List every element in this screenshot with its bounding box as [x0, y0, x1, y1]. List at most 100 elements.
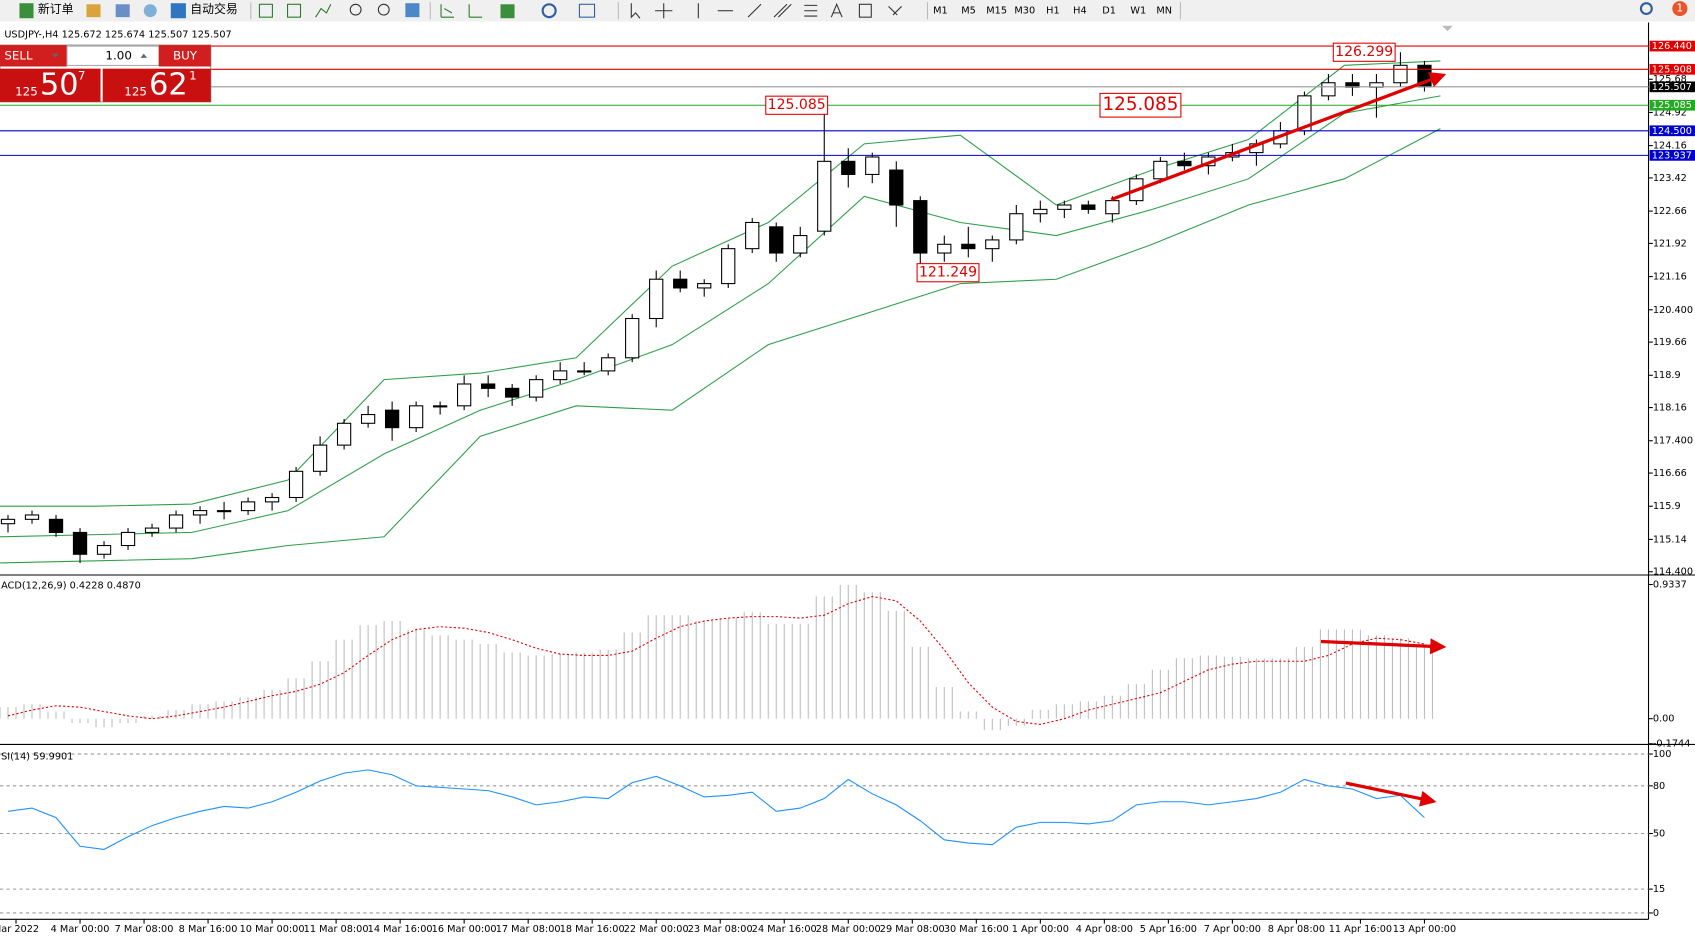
- candle-body: [288, 470, 304, 499]
- lot-up[interactable]: [140, 53, 148, 58]
- candle-body: [769, 226, 784, 254]
- candle-body: [745, 221, 760, 250]
- y-tick-label: 0: [1653, 908, 1659, 919]
- candle-body: [1153, 160, 1168, 180]
- candle-body: [1177, 160, 1192, 167]
- timeframe-button[interactable]: W1: [1130, 6, 1146, 17]
- timeframe-button[interactable]: MN: [1156, 6, 1172, 17]
- alerts-badge[interactable]: [1672, 1, 1688, 17]
- timeframe-button[interactable]: H1: [1046, 6, 1060, 17]
- bid-line-label: 125.507: [1652, 82, 1692, 93]
- channel-tool[interactable]: [773, 3, 792, 18]
- lot-down[interactable]: [51, 53, 59, 58]
- x-tick-label: 11 Mar 08:00: [304, 924, 369, 935]
- candle-body: [96, 544, 112, 555]
- indicator-title: SI(14) 59.9901: [1, 751, 73, 762]
- icon[interactable]: [115, 4, 130, 18]
- candle-body: [1105, 200, 1120, 215]
- level-line-label: 126.440: [1652, 41, 1692, 52]
- label-tool[interactable]: [858, 3, 872, 18]
- templates-tool[interactable]: [578, 3, 596, 18]
- x-tick-label: 24 Mar 16:00: [752, 924, 817, 935]
- indicators-tool[interactable]: [500, 4, 515, 19]
- buy-price-box[interactable]: [102, 68, 211, 102]
- bollinger-upper: [0, 60, 1441, 507]
- candle-body: [553, 370, 568, 381]
- price-annotation: 125.085: [768, 97, 826, 113]
- level-line-label: 125.908: [1652, 64, 1692, 75]
- auto-trading-button[interactable]: 自动交易: [190, 2, 238, 16]
- trendline-tool[interactable]: [747, 3, 762, 18]
- level-line-tag: [1649, 63, 1695, 75]
- crosshair-tool[interactable]: [655, 3, 673, 19]
- level-line-label: 123.937: [1652, 150, 1692, 161]
- cursor-tool[interactable]: [630, 3, 641, 19]
- candle-body: [1033, 208, 1048, 215]
- shift-tool[interactable]: [468, 4, 483, 18]
- x-tick-label: 5 Apr 16:00: [1140, 924, 1197, 935]
- new-order-icon[interactable]: [19, 3, 34, 19]
- search-button[interactable]: [1639, 2, 1653, 16]
- candle-body: [24, 514, 40, 520]
- buy-label[interactable]: BUY: [173, 48, 198, 62]
- candle-body: [985, 239, 1000, 250]
- level-line-tag: [1649, 40, 1695, 52]
- candle-body: [961, 243, 976, 250]
- toolbar-bg: [0, 0, 1695, 22]
- icon[interactable]: [86, 4, 101, 18]
- new-order-button[interactable]: 新订单: [38, 2, 74, 16]
- zoom-out[interactable]: [377, 3, 390, 16]
- candle-body: [360, 414, 376, 424]
- timeframe-button[interactable]: D1: [1102, 6, 1116, 17]
- line-chart-tool[interactable]: [315, 4, 332, 18]
- level-line-tag: [1649, 99, 1695, 111]
- buy-price-pips: 62: [149, 67, 188, 102]
- candle-body: [144, 527, 160, 533]
- auto-trading-icon[interactable]: [170, 3, 186, 19]
- bid-line-tag: [1649, 81, 1695, 93]
- scroll-tool[interactable]: [440, 4, 455, 18]
- icon[interactable]: [143, 4, 157, 18]
- y-tick-label: 118.9: [1653, 370, 1681, 381]
- timeframes: M1 M5 M15 M30 H1 H4 D1 W1 MN: [933, 6, 1172, 17]
- sell-price-box[interactable]: [0, 68, 101, 102]
- macd-signal: [7, 595, 1425, 725]
- periods-tool[interactable]: [541, 3, 557, 19]
- candle-body: [216, 510, 232, 513]
- toolbar: 新订单 自动交易 M1 M5 M15 M30 H1 H4 D1 W1 MN: [0, 0, 1695, 22]
- x-tick-label: 11 Apr 16:00: [1329, 924, 1392, 935]
- buy-price-big: 125: [124, 85, 147, 99]
- candle-body: [0, 518, 16, 525]
- candle-body: [1009, 213, 1024, 241]
- alerts-count: 1: [1676, 2, 1683, 15]
- sell-button[interactable]: [0, 45, 68, 67]
- fibo-tool[interactable]: [804, 4, 818, 17]
- trend-arrow: [1110, 72, 1447, 202]
- sell-price-frac: 7: [78, 69, 86, 83]
- timeframe-button[interactable]: M5: [961, 6, 976, 17]
- timeframe-button[interactable]: H4: [1073, 6, 1087, 17]
- candle-body: [721, 248, 736, 285]
- y-tick-label: 119.66: [1653, 337, 1687, 348]
- sell-label[interactable]: SELL: [4, 48, 33, 62]
- timeframe-button[interactable]: M30: [1014, 6, 1035, 17]
- candle-body: [937, 243, 952, 254]
- candle-chart-tool[interactable]: [287, 3, 302, 18]
- tile-windows[interactable]: [405, 3, 420, 18]
- macd-divergence-arrow: [1320, 638, 1447, 655]
- arrows-tool[interactable]: [888, 6, 902, 16]
- lot-value[interactable]: 1.00: [105, 48, 131, 62]
- text-tool[interactable]: [830, 2, 843, 18]
- buy-price-frac: 1: [189, 69, 197, 83]
- zoom-in[interactable]: [349, 3, 362, 16]
- candle-body: [1393, 64, 1408, 84]
- buy-button[interactable]: [158, 45, 211, 67]
- timeframe-button[interactable]: M15: [986, 6, 1007, 17]
- y-tick-label: 121.92: [1653, 238, 1687, 249]
- candle-body: [168, 514, 184, 529]
- level-line-tag: [1649, 149, 1695, 161]
- timeframe-button[interactable]: M1: [933, 6, 948, 17]
- x-tick-label: 28 Mar 00:00: [816, 924, 881, 935]
- y-tick-label: -0.1744: [1653, 739, 1691, 750]
- bar-chart-tool[interactable]: [258, 3, 273, 18]
